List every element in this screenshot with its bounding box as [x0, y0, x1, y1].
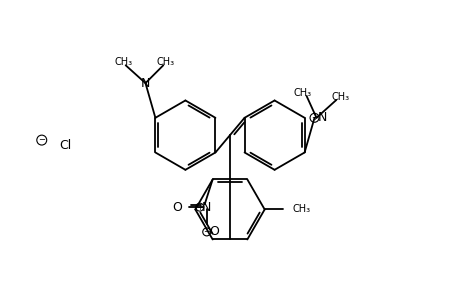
Text: +: + [196, 203, 203, 212]
Text: CH₃: CH₃ [114, 57, 133, 68]
Text: N: N [202, 201, 211, 214]
Text: +: + [310, 113, 317, 122]
Text: −: − [38, 136, 45, 145]
Text: Cl: Cl [60, 139, 72, 152]
Text: CH₃: CH₃ [156, 57, 174, 68]
Text: N: N [317, 111, 326, 124]
Text: CH₃: CH₃ [330, 92, 348, 102]
Text: CH₃: CH₃ [293, 88, 311, 98]
Text: O: O [209, 225, 219, 239]
Text: −: − [203, 227, 210, 236]
Text: CH₃: CH₃ [292, 204, 310, 214]
Text: N: N [140, 76, 150, 90]
Text: O: O [172, 201, 182, 214]
